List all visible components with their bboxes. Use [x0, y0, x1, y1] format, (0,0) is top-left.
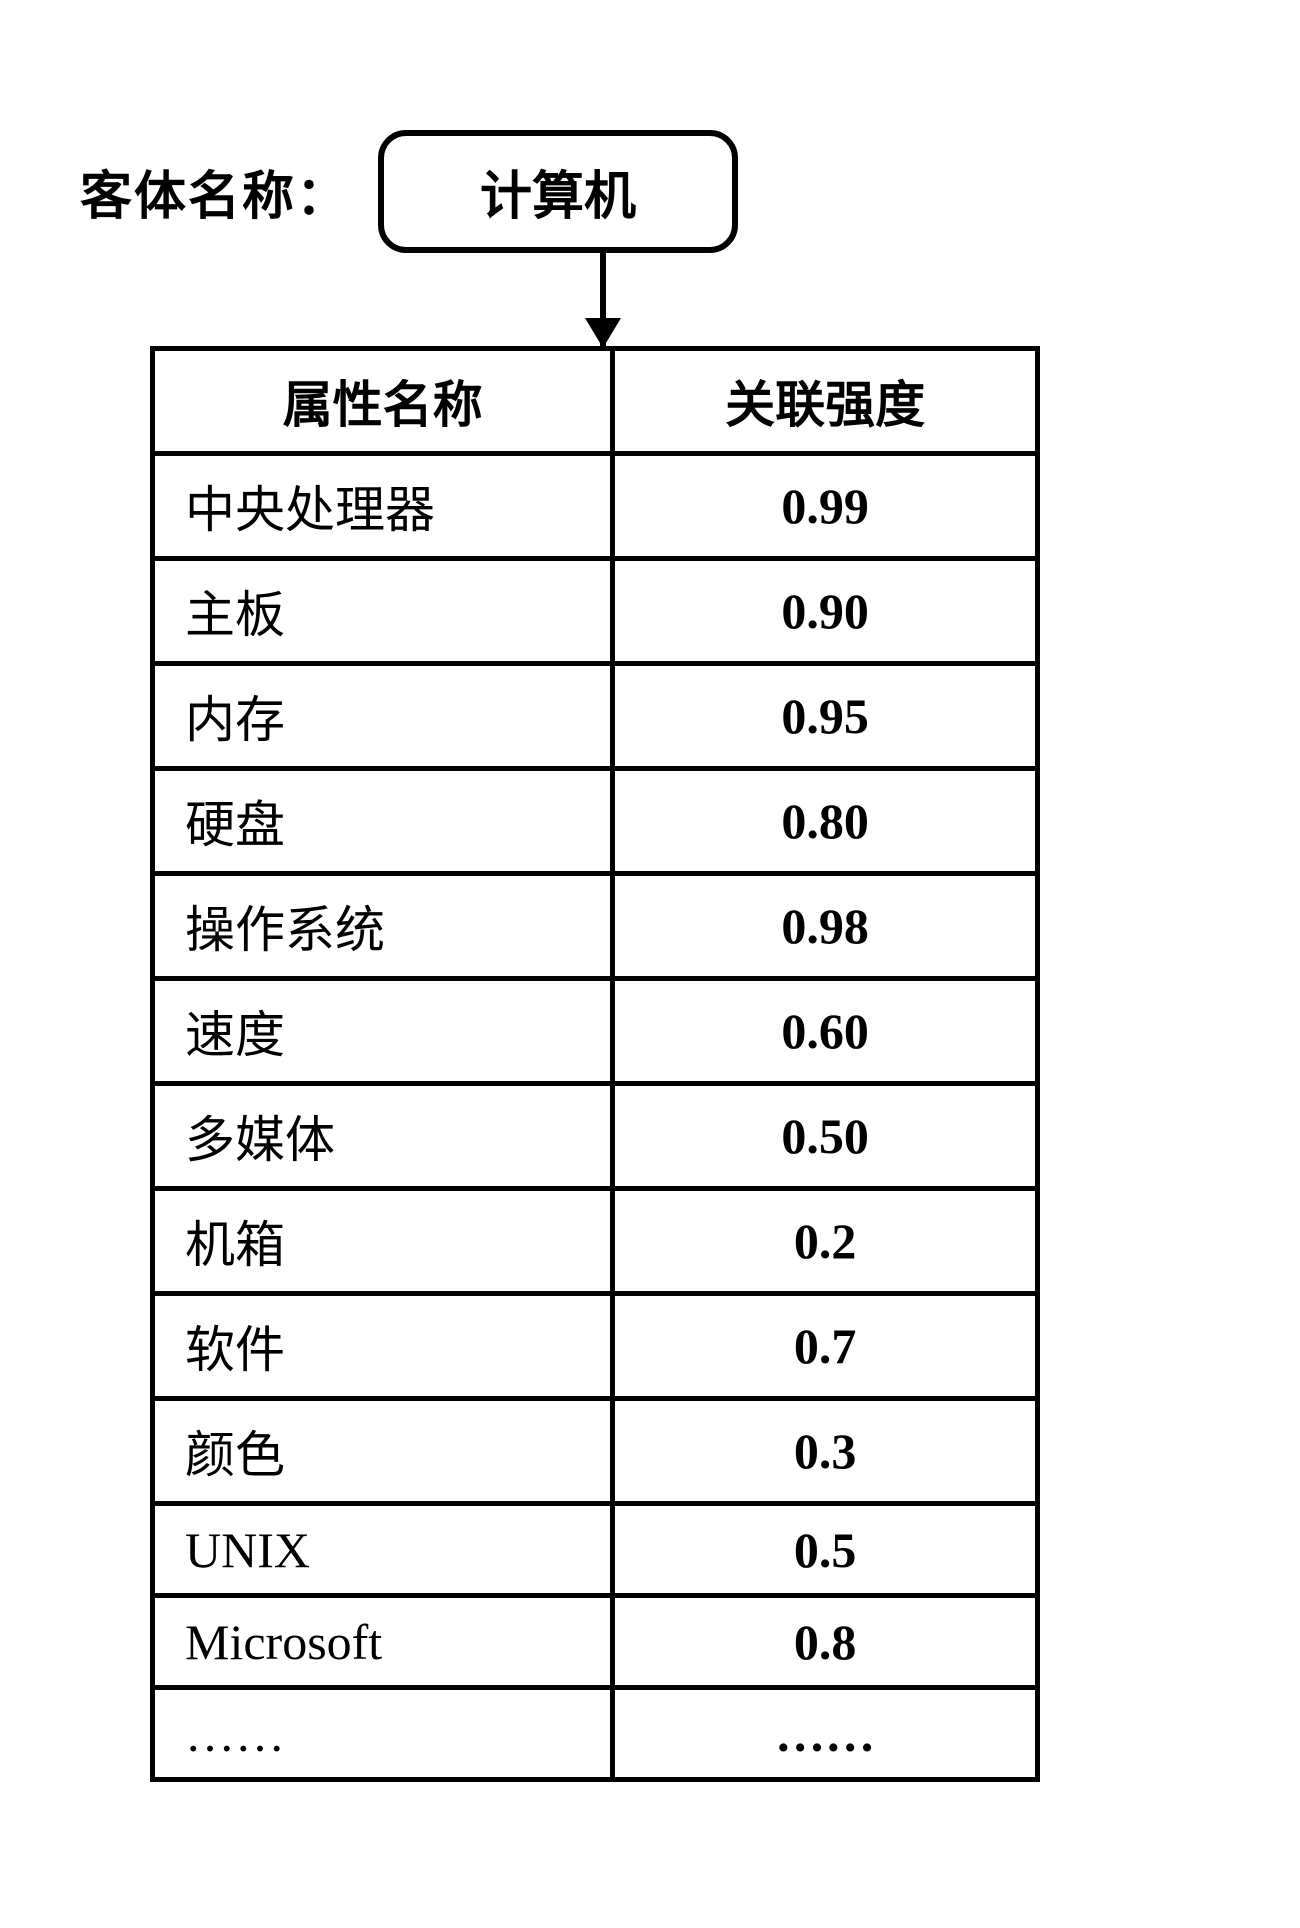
strength-cell: 0.90 [613, 559, 1038, 664]
attribute-cell: 中央处理器 [153, 454, 613, 559]
strength-cell: 0.99 [613, 454, 1038, 559]
arrow-wrap [600, 251, 1300, 346]
table-row: 中央处理器0.99 [153, 454, 1038, 559]
strength-cell: 0.7 [613, 1294, 1038, 1399]
table-row: 软件0.7 [153, 1294, 1038, 1399]
strength-cell: 0.50 [613, 1084, 1038, 1189]
attribute-cell: 软件 [153, 1294, 613, 1399]
strength-cell: 0.60 [613, 979, 1038, 1084]
attribute-cell: 操作系统 [153, 874, 613, 979]
strength-cell: 0.8 [613, 1596, 1038, 1688]
col-header-strength: 关联强度 [613, 349, 1038, 454]
arrow-down-icon [600, 251, 606, 346]
object-name-label: 客体名称： [80, 154, 350, 229]
table-row: ………… [153, 1688, 1038, 1780]
header-row: 客体名称： 计算机 [80, 130, 1180, 253]
attribute-cell: 机箱 [153, 1189, 613, 1294]
table-row: 机箱0.2 [153, 1189, 1038, 1294]
attribute-cell: 速度 [153, 979, 613, 1084]
table-row: 主板0.90 [153, 559, 1038, 664]
attribute-cell: 内存 [153, 664, 613, 769]
strength-cell: 0.5 [613, 1504, 1038, 1596]
attribute-cell: 颜色 [153, 1399, 613, 1504]
strength-cell: 0.3 [613, 1399, 1038, 1504]
attribute-cell: 多媒体 [153, 1084, 613, 1189]
attribute-cell: UNIX [153, 1504, 613, 1596]
table-row: 颜色0.3 [153, 1399, 1038, 1504]
diagram-container: 客体名称： 计算机 属性名称 关联强度 中央处理器0.99主板0.90内存0.9… [80, 130, 1180, 1782]
strength-cell: 0.2 [613, 1189, 1038, 1294]
strength-cell: 0.98 [613, 874, 1038, 979]
attribute-table: 属性名称 关联强度 中央处理器0.99主板0.90内存0.95硬盘0.80操作系… [150, 346, 1040, 1782]
strength-cell: …… [613, 1688, 1038, 1780]
table-row: 速度0.60 [153, 979, 1038, 1084]
attribute-cell: Microsoft [153, 1596, 613, 1688]
attribute-cell: 硬盘 [153, 769, 613, 874]
attribute-cell: …… [153, 1688, 613, 1780]
strength-cell: 0.80 [613, 769, 1038, 874]
col-header-attribute: 属性名称 [153, 349, 613, 454]
table-row: UNIX0.5 [153, 1504, 1038, 1596]
table-row: 硬盘0.80 [153, 769, 1038, 874]
strength-cell: 0.95 [613, 664, 1038, 769]
object-name-box: 计算机 [378, 130, 738, 253]
attribute-cell: 主板 [153, 559, 613, 664]
table-row: 多媒体0.50 [153, 1084, 1038, 1189]
table-header-row: 属性名称 关联强度 [153, 349, 1038, 454]
table-row: Microsoft0.8 [153, 1596, 1038, 1688]
table-row: 内存0.95 [153, 664, 1038, 769]
table-row: 操作系统0.98 [153, 874, 1038, 979]
